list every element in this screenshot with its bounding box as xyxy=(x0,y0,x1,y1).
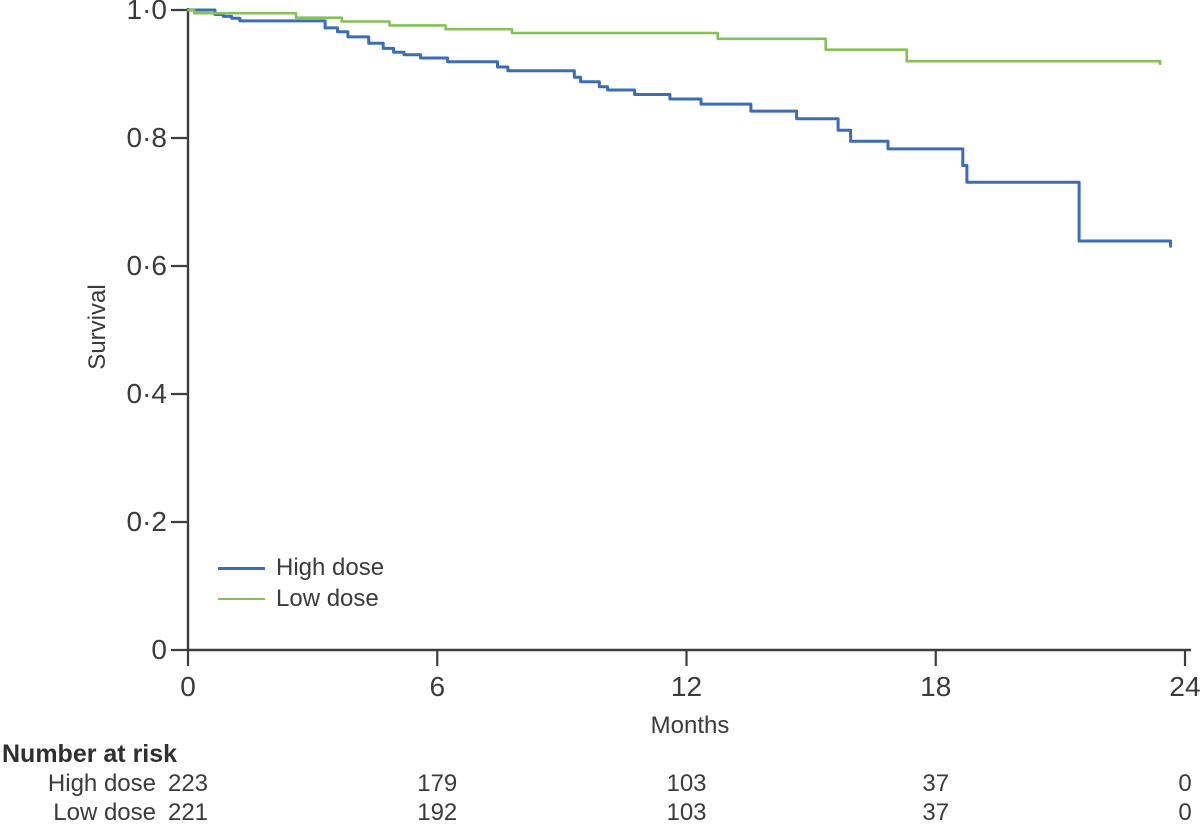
risk-value: 37 xyxy=(922,799,950,824)
risk-value: 192 xyxy=(417,799,458,824)
y-tick-label: 0·2 xyxy=(126,506,167,537)
risk-table-title: Number at risk xyxy=(2,740,178,768)
y-tick-label: 1·0 xyxy=(126,0,167,25)
y-tick-label: 0·6 xyxy=(126,250,167,281)
risk-row-label-low-dose: Low dose xyxy=(53,799,156,824)
y-tick-label: 0·4 xyxy=(126,378,167,409)
risk-row-label-high-dose: High dose xyxy=(47,770,156,797)
risk-value: 103 xyxy=(666,770,707,797)
risk-value: 0 xyxy=(1178,799,1192,824)
x-tick-label: 6 xyxy=(429,671,446,702)
high-dose-legend-label: High dose xyxy=(276,554,385,581)
y-tick-label: 0 xyxy=(151,634,167,665)
risk-value: 223 xyxy=(167,770,209,797)
x-axis-title: Months xyxy=(650,712,730,739)
low-dose-legend-line xyxy=(218,597,265,601)
x-tick-label: 12 xyxy=(670,671,703,702)
risk-value: 179 xyxy=(417,770,458,797)
high-dose-curve xyxy=(186,8,1172,248)
high-dose-legend-line xyxy=(218,566,265,570)
legend-item-low-dose: Low dose xyxy=(218,585,379,613)
risk-value: 0 xyxy=(1178,770,1192,797)
y-tick-label: 0·8 xyxy=(126,122,167,153)
low-dose-curve xyxy=(186,8,1162,66)
x-tick-label: 24 xyxy=(1169,671,1200,702)
risk-value: 37 xyxy=(922,770,950,797)
x-tick-label: 0 xyxy=(180,671,196,702)
x-tick-label: 18 xyxy=(920,671,952,702)
risk-value: 221 xyxy=(167,799,209,824)
low-dose-legend-label: Low dose xyxy=(276,585,379,612)
risk-value: 103 xyxy=(666,799,707,824)
legend-item-high-dose: High dose xyxy=(218,554,384,582)
